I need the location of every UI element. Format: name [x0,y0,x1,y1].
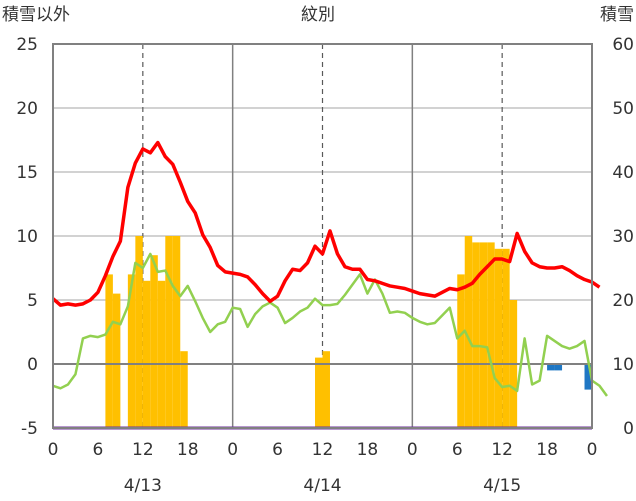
date-label: 4/13 [124,476,162,496]
left-tick-label: 5 [27,291,38,311]
x-tick-label: 12 [132,440,154,460]
left-tick-label: 15 [16,163,38,183]
x-tick-label: 12 [491,440,513,460]
negative-bar [554,364,563,371]
snow-bar [112,293,121,428]
x-tick-label: 18 [357,440,379,460]
snow-bar [165,236,173,428]
snow-bar [464,236,473,428]
snow-bar [494,248,503,428]
snow-bar [142,280,151,428]
snow-bar [135,236,143,428]
x-tick-label: 18 [536,440,558,460]
x-tick-label: 0 [48,440,59,460]
left-tick-label: 10 [16,227,38,247]
negative-bar [584,364,592,390]
green-series-line [52,252,608,397]
right-tick-label: 20 [612,291,634,311]
right-tick-label: 50 [612,99,634,119]
snow-bar [479,242,488,428]
plot-area: -5 0 5 10 15 20 25 0 10 20 30 40 50 60 0 6 12 18 0 6 12 18 0 6 1… [16,35,634,496]
right-axis-label: 積雪 [600,5,634,25]
snow-bar [315,357,323,428]
snow-bar [157,280,166,428]
snow-bar [322,351,330,428]
x-tick-label: 0 [407,440,418,460]
left-tick-label: 20 [16,99,38,119]
snow-bar [502,248,510,428]
red-series-line [51,140,601,307]
right-tick-label: 40 [612,163,634,183]
right-tick-label: 30 [612,227,634,247]
x-tick-label: 0 [587,440,598,460]
left-tick-label: -5 [21,419,38,439]
x-tick-label: 6 [93,440,104,460]
x-tick-label: 6 [272,440,283,460]
x-tick-label: 12 [312,440,334,460]
snow-bar [180,351,188,428]
right-tick-label: 10 [612,355,634,375]
left-axis-label: 積雪以外 [2,5,70,25]
chart-title: 紋別 [301,5,335,25]
date-label: 4/15 [483,476,521,496]
date-label: 4/14 [303,476,341,496]
x-tick-label: 6 [452,440,463,460]
left-tick-label: 0 [27,355,38,375]
snow-bar [105,274,113,428]
snow-bar [172,236,181,428]
x-tick-label: 18 [177,440,199,460]
snow-bar [127,274,136,428]
snow-bar [472,242,480,428]
left-tick-label: 25 [16,35,38,55]
snow-bar [457,274,465,428]
snow-bar [487,242,495,428]
plot-frame [52,43,593,429]
x-tick-label: 0 [227,440,238,460]
right-tick-label: 0 [623,419,634,439]
negative-bar [547,364,555,371]
right-tick-label: 60 [612,35,634,55]
snow-bar [150,255,158,428]
